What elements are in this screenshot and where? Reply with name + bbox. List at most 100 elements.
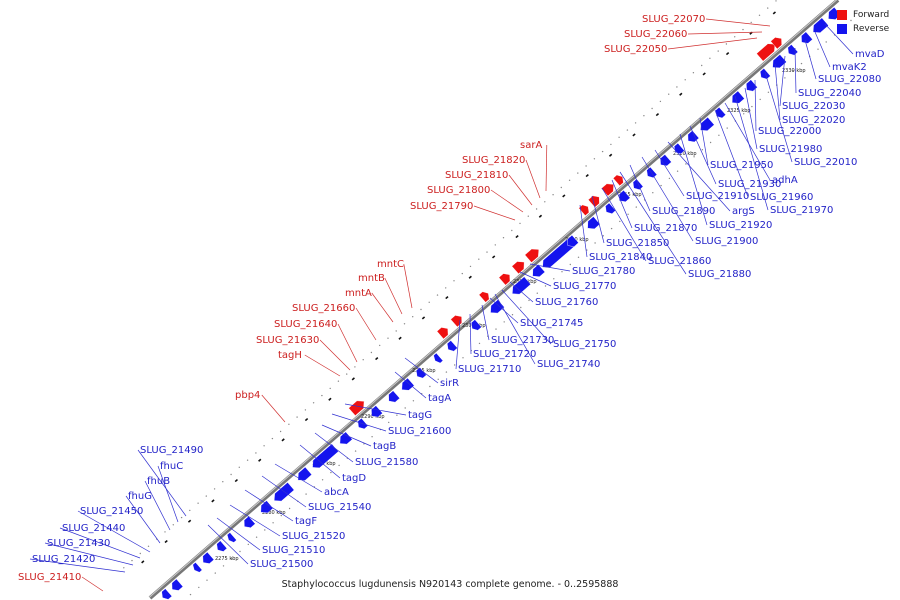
reverse-gene-label-tagf[interactable]: tagF: [295, 516, 317, 527]
reverse-gene-label-slug-21490[interactable]: SLUG_21490: [140, 445, 203, 456]
reverse-gene-label-slug-22080[interactable]: SLUG_22080: [818, 74, 881, 85]
forward-gene-leader-line: [508, 174, 533, 206]
reverse-gene-label-slug-21440[interactable]: SLUG_21440: [62, 523, 125, 534]
guide-dot: [651, 107, 653, 110]
reverse-gene-label-sirr[interactable]: sirR: [440, 378, 459, 389]
reverse-gene-label-slug-21930[interactable]: SLUG_21930: [718, 179, 781, 190]
guide-dot: [850, 19, 852, 22]
forward-gene-label-slug-21640[interactable]: SLUG_21640: [274, 319, 337, 330]
reverse-gene-label-slug-21745[interactable]: SLUG_21745: [520, 318, 583, 329]
reverse-gene-label-tagg[interactable]: tagG: [408, 410, 432, 421]
reverse-gene-label-abca[interactable]: abcA: [324, 487, 349, 498]
forward-gene-label-slug-21820[interactable]: SLUG_21820: [462, 155, 525, 166]
reverse-gene-label-slug-21540[interactable]: SLUG_21540: [308, 502, 371, 513]
guide-dot: [560, 186, 562, 189]
forward-gene-label-pbp4[interactable]: pbp4: [235, 390, 260, 401]
reverse-gene-label-fhug[interactable]: fhuG: [128, 491, 152, 502]
reverse-gene-label-taga[interactable]: tagA: [428, 393, 451, 404]
reverse-gene-label-slug-21510[interactable]: SLUG_21510: [262, 545, 325, 556]
reverse-gene-label-slug-21840[interactable]: SLUG_21840: [589, 252, 652, 263]
guide-dot: [685, 163, 687, 165]
reverse-gene-label-mvak2[interactable]: mvaK2: [832, 62, 867, 73]
reverse-gene-label-slug-21880[interactable]: SLUG_21880: [688, 269, 751, 280]
reverse-gene-leader-line: [591, 195, 605, 244]
reverse-gene-label-slug-22030[interactable]: SLUG_22030: [782, 101, 845, 112]
reverse-gene-label-slug-21730[interactable]: SLUG_21730: [491, 335, 554, 346]
guide-dash: [328, 397, 332, 401]
guide-dot: [792, 70, 794, 72]
guide-dot: [271, 437, 274, 440]
reverse-gene-label-slug-21770[interactable]: SLUG_21770: [553, 281, 616, 292]
reverse-gene-label-slug-21890[interactable]: SLUG_21890: [652, 206, 715, 217]
guide-dot: [412, 400, 415, 402]
forward-gene-arrow: [498, 273, 511, 286]
forward-gene-leader-line: [473, 205, 516, 221]
guide-dot: [758, 14, 761, 16]
forward-gene-label-slug-22060[interactable]: SLUG_22060: [624, 29, 687, 40]
reverse-gene-label-slug-21860[interactable]: SLUG_21860: [648, 256, 711, 267]
guide-dot: [198, 586, 200, 589]
reverse-gene-label-mvad[interactable]: mvaD: [855, 49, 885, 60]
reverse-gene-label-slug-21420[interactable]: SLUG_21420: [32, 554, 95, 565]
reverse-gene-label-slug-21910[interactable]: SLUG_21910: [686, 191, 749, 202]
reverse-gene-label-slug-21960[interactable]: SLUG_21960: [750, 192, 813, 203]
reverse-gene-label-fhub[interactable]: fhuB: [147, 476, 170, 487]
reverse-gene-label-slug-21500[interactable]: SLUG_21500: [250, 559, 313, 570]
reverse-gene-leader-line: [59, 527, 141, 559]
reverse-gene-label-slug-21780[interactable]: SLUG_21780: [572, 266, 635, 277]
reverse-gene-label-slug-22010[interactable]: SLUG_22010: [794, 157, 857, 168]
reverse-gene-label-slug-22040[interactable]: SLUG_22040: [798, 88, 861, 99]
reverse-gene-label-slug-21970[interactable]: SLUG_21970: [770, 205, 833, 216]
forward-gene-label-slug-22070[interactable]: SLUG_22070: [642, 14, 705, 25]
reverse-gene-label-slug-21750[interactable]: SLUG_21750: [553, 339, 616, 350]
forward-gene-label-slug-21410[interactable]: SLUG_21410: [18, 572, 81, 583]
forward-gene-label-slug-22050[interactable]: SLUG_22050: [604, 44, 667, 55]
reverse-gene-leader-line: [216, 517, 261, 551]
reverse-gene-label-slug-21980[interactable]: SLUG_21980: [759, 144, 822, 155]
reverse-gene-label-slug-21920[interactable]: SLUG_21920: [709, 220, 772, 231]
forward-gene-label-slug-21810[interactable]: SLUG_21810: [445, 170, 508, 181]
reverse-gene-leader-line: [501, 289, 552, 345]
reverse-gene-leader-line: [679, 133, 708, 226]
reverse-gene-label-slug-22020[interactable]: SLUG_22020: [782, 115, 845, 126]
guide-dash: [281, 438, 285, 442]
reverse-gene-arrow: [226, 532, 237, 543]
forward-gene-label-slug-21800[interactable]: SLUG_21800: [427, 185, 490, 196]
reverse-gene-label-adha[interactable]: adhA: [772, 175, 798, 186]
forward-gene-label-sara[interactable]: sarA: [520, 140, 542, 151]
reverse-gene-label-slug-21710[interactable]: SLUG_21710: [458, 364, 521, 375]
reverse-gene-leader-line: [331, 413, 387, 432]
guide-dot: [231, 558, 233, 560]
reverse-gene-label-slug-21870[interactable]: SLUG_21870: [634, 223, 697, 234]
forward-gene-label-mntc[interactable]: mntC: [377, 259, 404, 270]
forward-gene-label-mnta[interactable]: mntA: [345, 288, 372, 299]
reverse-gene-label-args[interactable]: argS: [732, 206, 755, 217]
forward-gene-label-slug-21660[interactable]: SLUG_21660: [292, 303, 355, 314]
forward-gene-label-slug-21630[interactable]: SLUG_21630: [256, 335, 319, 346]
reverse-gene-label-slug-21850[interactable]: SLUG_21850: [606, 238, 669, 249]
reverse-gene-arrow: [339, 431, 353, 445]
reverse-gene-label-slug-21430[interactable]: SLUG_21430: [47, 538, 110, 549]
reverse-gene-arrow: [471, 319, 482, 331]
reverse-gene-label-slug-21720[interactable]: SLUG_21720: [473, 349, 536, 360]
reverse-gene-label-slug-22000[interactable]: SLUG_22000: [758, 126, 821, 137]
reverse-gene-label-tagd[interactable]: tagD: [342, 473, 366, 484]
reverse-gene-leader-line: [321, 424, 372, 447]
forward-gene-label-mntb[interactable]: mntB: [358, 273, 385, 284]
reverse-gene-label-slug-21450[interactable]: SLUG_21450: [80, 506, 143, 517]
reverse-gene-label-tagb[interactable]: tagB: [373, 441, 396, 452]
reverse-gene-leader-line: [779, 55, 786, 107]
forward-gene-label-slug-21790[interactable]: SLUG_21790: [410, 201, 473, 212]
reverse-gene-label-slug-21520[interactable]: SLUG_21520: [282, 531, 345, 542]
reverse-gene-label-slug-21900[interactable]: SLUG_21900: [695, 236, 758, 247]
guide-dot: [659, 100, 662, 103]
reverse-gene-label-fhuc[interactable]: fhuC: [160, 461, 183, 472]
reverse-gene-label-slug-21950[interactable]: SLUG_21950: [710, 160, 773, 171]
reverse-gene-label-slug-21580[interactable]: SLUG_21580: [355, 457, 418, 468]
guide-dot: [255, 536, 258, 538]
reverse-gene-label-slug-21600[interactable]: SLUG_21600: [388, 426, 451, 437]
reverse-gene-label-slug-21740[interactable]: SLUG_21740: [537, 359, 600, 370]
forward-gene-label-tagh[interactable]: tagH: [278, 350, 302, 361]
reverse-gene-label-slug-21760[interactable]: SLUG_21760: [535, 297, 598, 308]
guide-dot: [502, 237, 505, 239]
